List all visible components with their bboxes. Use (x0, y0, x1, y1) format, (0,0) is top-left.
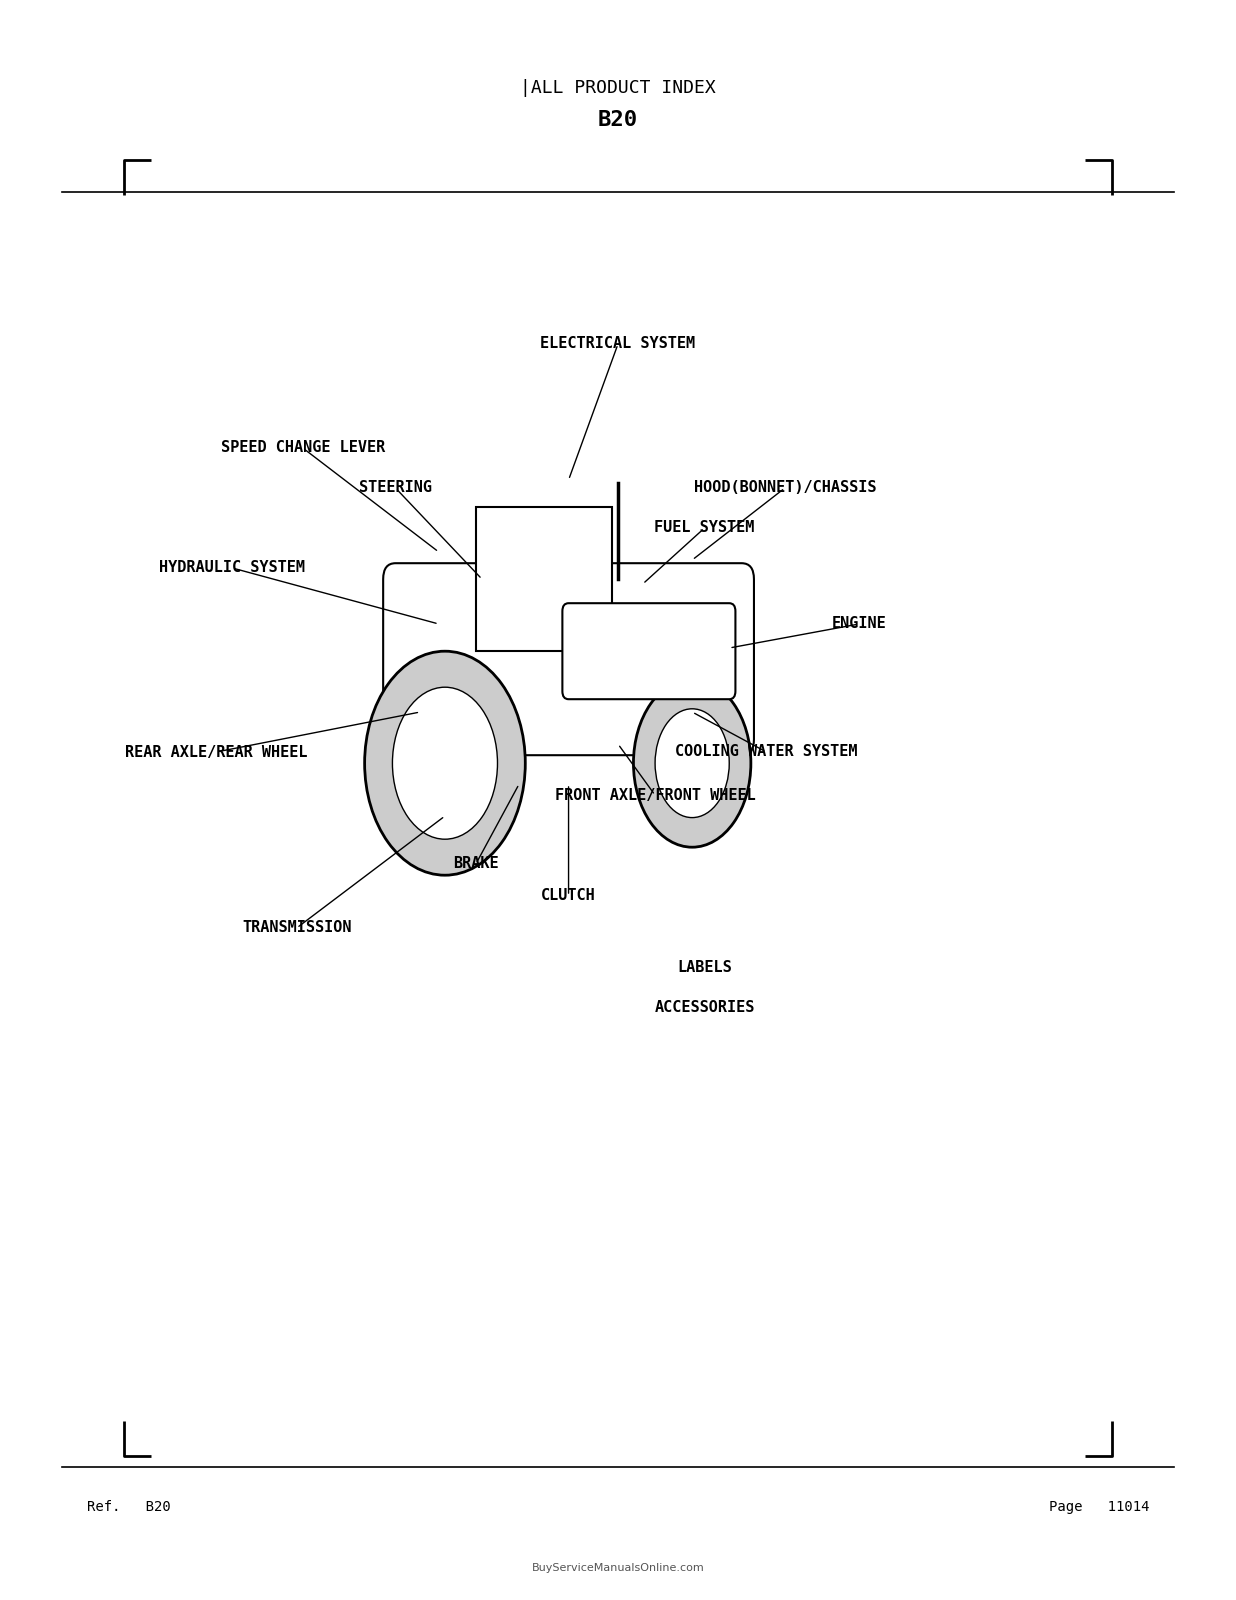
Text: BRAKE: BRAKE (454, 856, 498, 872)
Ellipse shape (655, 709, 729, 818)
Ellipse shape (633, 680, 751, 848)
Text: TRANSMISSION: TRANSMISSION (242, 920, 351, 936)
Text: B20: B20 (598, 110, 638, 130)
FancyBboxPatch shape (476, 507, 612, 651)
Text: |ALL PRODUCT INDEX: |ALL PRODUCT INDEX (520, 78, 716, 98)
Text: ENGINE: ENGINE (832, 616, 886, 632)
Text: HYDRAULIC SYSTEM: HYDRAULIC SYSTEM (159, 560, 305, 576)
Text: ELECTRICAL SYSTEM: ELECTRICAL SYSTEM (540, 336, 696, 352)
Text: FUEL SYSTEM: FUEL SYSTEM (654, 520, 755, 536)
Text: ACCESSORIES: ACCESSORIES (654, 1000, 755, 1016)
Text: CLUTCH: CLUTCH (541, 888, 596, 904)
FancyBboxPatch shape (562, 603, 735, 699)
Text: STEERING: STEERING (358, 480, 433, 496)
Text: Ref.   B20: Ref. B20 (87, 1501, 171, 1514)
FancyBboxPatch shape (383, 563, 754, 755)
Text: SPEED CHANGE LEVER: SPEED CHANGE LEVER (221, 440, 384, 456)
Ellipse shape (392, 688, 497, 840)
Text: REAR AXLE/REAR WHEEL: REAR AXLE/REAR WHEEL (125, 744, 308, 760)
Text: FRONT AXLE/FRONT WHEEL: FRONT AXLE/FRONT WHEEL (555, 787, 755, 803)
Text: BuyServiceManualsOnline.com: BuyServiceManualsOnline.com (531, 1563, 705, 1573)
Text: COOLING WATER SYSTEM: COOLING WATER SYSTEM (675, 744, 858, 760)
Text: Page   11014: Page 11014 (1049, 1501, 1149, 1514)
Ellipse shape (365, 651, 525, 875)
Text: HOOD(BONNET)/CHASSIS: HOOD(BONNET)/CHASSIS (693, 480, 876, 496)
Text: LABELS: LABELS (677, 960, 732, 976)
